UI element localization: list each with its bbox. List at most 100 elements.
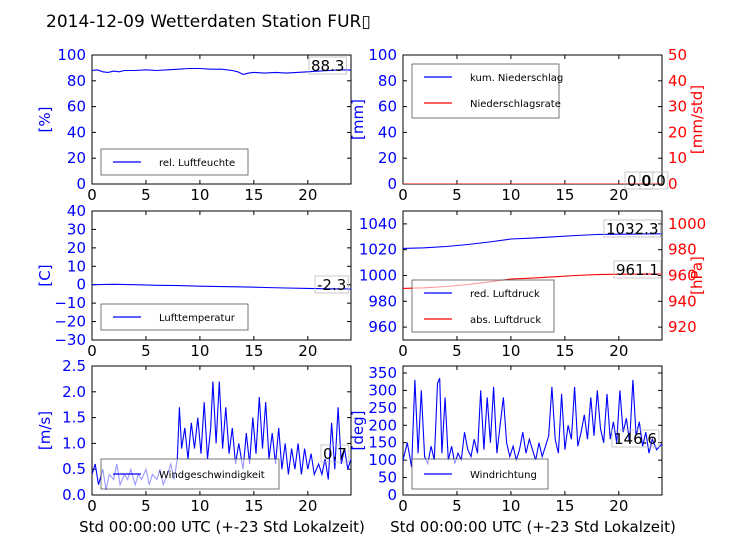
x-tick-label: 20 (298, 342, 317, 360)
y-axis-label-right: [hPa] (688, 256, 706, 295)
y-tick-label: 10 (67, 257, 86, 275)
plot-frame (91, 365, 352, 496)
legend-box (411, 279, 555, 333)
y-tick-label: 0.5 (62, 460, 86, 478)
y-axis-label: [deg] (349, 411, 367, 451)
y-right-tick-label: 0 (668, 175, 678, 193)
x-tick-label: 0 (398, 342, 408, 360)
y-tick-label: 80 (67, 72, 86, 90)
last-value-annotation-right: 0.0 (642, 172, 666, 190)
x-tick-label: 15 (244, 186, 263, 204)
x-tick-label: 20 (609, 186, 628, 204)
y-right-tick-label: 920 (668, 318, 697, 336)
x-tick-label: 20 (609, 342, 628, 360)
plot-frame (91, 210, 352, 341)
legend-label: rel. Luftfeuchte (159, 158, 235, 169)
legend-label: Windrichtung (470, 470, 537, 481)
x-tick-label: 0 (87, 497, 97, 515)
y-tick-label: 0.0 (62, 486, 86, 504)
x-tick-label: 20 (298, 497, 317, 515)
y-right-tick-label: 50 (668, 46, 687, 64)
annotation-box (320, 444, 350, 463)
x-tick-label: 0 (87, 342, 97, 360)
x-tick-label: 5 (141, 342, 151, 360)
x-tick-label: 5 (452, 342, 462, 360)
annotation-box-right (639, 171, 669, 190)
y-tick-label: 40 (67, 123, 86, 141)
series-line-windrichtung (403, 377, 662, 468)
legend-box (411, 63, 560, 119)
panel-winddirection: 0 5 10 15 20050100150200250300350[deg]Windri… (349, 364, 663, 515)
y-tick-label: 2.5 (62, 357, 86, 375)
y-tick-label: 1000 (359, 267, 397, 285)
y-axis-label: [mm] (349, 99, 367, 140)
y-right-tick-label: 40 (668, 72, 687, 90)
x-tick-label: 15 (244, 497, 263, 515)
y-axis-label: [m/s] (36, 411, 54, 450)
x-tick-label: 15 (555, 186, 574, 204)
y-tick-label: 980 (368, 292, 397, 310)
y-tick-label: 300 (368, 381, 397, 399)
legend-label: kum. Niederschlag (470, 73, 563, 84)
x-tick-label: 10 (501, 342, 520, 360)
plot-frame (91, 54, 352, 185)
y-right-tick-label: 940 (668, 292, 697, 310)
last-value-annotation: 0.0 (627, 172, 651, 190)
x-axis-label-right: Std 00:00:00 UTC (+-23 Std Lokalzeit) (390, 518, 676, 536)
legend-label: Niederschlagsrate (470, 99, 561, 110)
x-tick-label: 10 (501, 497, 520, 515)
legend-label: abs. Luftdruck (470, 315, 541, 326)
y-tick-label: 50 (378, 469, 397, 487)
annotation-box (603, 219, 661, 238)
panel-precipitation: 0 5 10 15 20 0 20 40 60 80 100 0 10 20 30 40 50 [mm] [mm/s… (349, 46, 706, 204)
y-right-tick-label: 30 (668, 98, 687, 116)
last-value-annotation: 1032.3 (606, 220, 659, 238)
y-tick-label: 20 (67, 149, 86, 167)
panel-humidity: 0 5 10 15 20 0 20 40 60 80 100 [%] rel. Luftfeuchte 8… (36, 46, 352, 204)
annotation-box (308, 56, 347, 75)
y-tick-label: 40 (67, 202, 86, 220)
y-right-tick-label: 980 (668, 241, 697, 259)
series-line-lufttemperatur (92, 283, 351, 290)
y-tick-label: 1040 (359, 215, 397, 233)
x-tick-label: 0 (398, 497, 408, 515)
y-axis-label-right: [mm/std] (688, 85, 706, 154)
last-value-annotation: -2.3 (317, 276, 346, 294)
x-tick-label: 5 (452, 186, 462, 204)
x-tick-label: 10 (190, 186, 209, 204)
x-tick-label: 5 (141, 186, 151, 204)
annotation-box (611, 429, 660, 448)
x-tick-label: 20 (298, 186, 317, 204)
y-tick-label: 20 (378, 149, 397, 167)
last-value-annotation-right: 961.1 (616, 261, 659, 279)
annotation-box-right (613, 260, 662, 279)
y-tick-label: −30 (54, 331, 86, 349)
y-tick-label: 100 (368, 451, 397, 469)
y-axis-label: [C] (36, 264, 54, 286)
y-tick-label: 60 (67, 98, 86, 116)
legend-label: Windgeschwindigkeit (159, 470, 265, 481)
y-right-tick-label: 20 (668, 123, 687, 141)
y-tick-label: 200 (368, 416, 397, 434)
y-tick-label: 0 (387, 486, 397, 504)
legend-label: Lufttemperatur (159, 313, 236, 324)
series-line-rel-luftfeuchte (92, 67, 351, 75)
x-tick-label: 5 (452, 497, 462, 515)
x-tick-label: 20 (609, 497, 628, 515)
last-value-annotation: 146.6 (614, 430, 657, 448)
chart-title: 2014-12-09 Wetterdaten Station FUR▯ (46, 12, 371, 32)
plot-frame (402, 365, 663, 496)
y-axis-label: [%] (36, 107, 54, 133)
y-tick-label: 960 (368, 318, 397, 336)
y-tick-label: 60 (378, 98, 397, 116)
y-tick-label: 40 (378, 123, 397, 141)
y-tick-label: 80 (378, 72, 397, 90)
y-tick-label: 30 (67, 220, 86, 238)
annotation-box (624, 171, 654, 190)
y-right-tick-label: 10 (668, 149, 687, 167)
y-tick-label: 0 (76, 276, 86, 294)
last-value-annotation: 0.7 (323, 445, 347, 463)
legend-label: red. Luftdruck (470, 289, 540, 300)
panel-pressure: 0 5 10 15 20 960 980 1000 1020 1040 920 940 960 980 10… (359, 210, 706, 360)
